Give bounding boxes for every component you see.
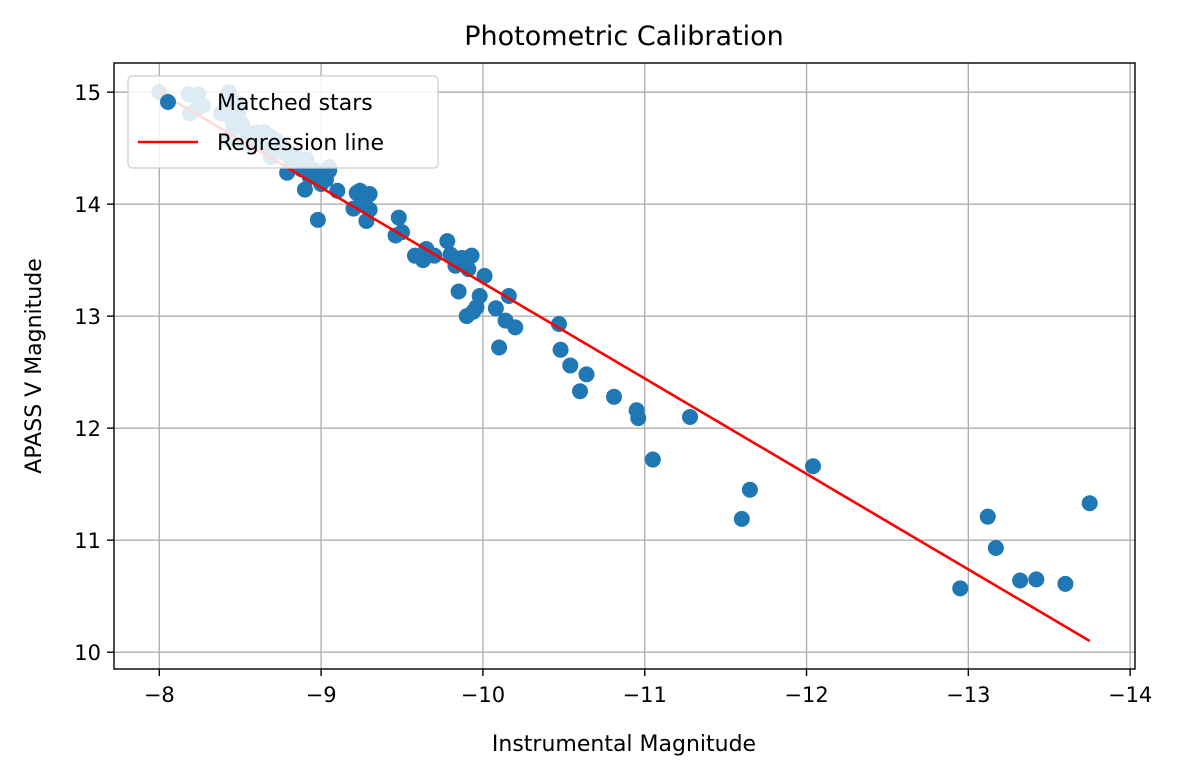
data-point (578, 366, 595, 383)
x-tick-label: −14 (1108, 683, 1152, 707)
data-point (733, 510, 750, 527)
data-point (1081, 495, 1098, 512)
data-point (572, 383, 589, 400)
data-point (463, 247, 480, 264)
y-tick-label: 12 (74, 417, 101, 441)
data-point (562, 357, 579, 374)
data-point (550, 315, 567, 332)
x-tick-label: −12 (784, 683, 828, 707)
data-point (361, 186, 378, 203)
legend-label-regression-line: Regression line (217, 131, 384, 156)
legend-marker-matched-stars (160, 94, 176, 110)
x-tick-label: −9 (306, 683, 337, 707)
data-point (1057, 575, 1074, 592)
regression-line (158, 91, 1091, 643)
plot-frame (113, 62, 1136, 670)
data-point (476, 267, 493, 284)
x-axis-label: Instrumental Magnitude (492, 732, 756, 757)
y-tick-label: 14 (74, 193, 101, 217)
data-point (644, 451, 661, 468)
data-point (552, 341, 569, 358)
x-tick-label: −13 (946, 683, 990, 707)
data-point (309, 211, 326, 228)
data-point (471, 287, 488, 304)
data-point (741, 481, 758, 498)
data-point (450, 283, 467, 300)
data-point (605, 388, 622, 405)
y-tick-label: 15 (74, 81, 101, 105)
x-tick-label: −10 (461, 683, 505, 707)
data-point (682, 408, 699, 425)
x-tick-label: −11 (623, 683, 667, 707)
grid (114, 63, 1135, 669)
data-point (491, 339, 508, 356)
x-tick-label: −8 (144, 683, 175, 707)
y-tick-label: 13 (74, 305, 101, 329)
data-point (394, 224, 411, 241)
data-point (1012, 572, 1029, 589)
legend-label-matched-stars: Matched stars (217, 91, 373, 116)
data-point (1028, 571, 1045, 588)
data-point (987, 540, 1004, 557)
data-point (805, 458, 822, 475)
x-axis: −8 −9 −10 −11 −12 −13 −14 (144, 669, 1152, 707)
y-axis: 10 11 12 13 14 15 (74, 81, 114, 665)
data-point (390, 209, 407, 226)
y-axis-label: APASS V Magnitude (22, 258, 47, 473)
data-point (487, 300, 504, 317)
legend-box (127, 75, 439, 169)
chart-title: Photometric Calibration (464, 21, 783, 52)
y-tick-label: 10 (74, 641, 101, 665)
data-point (507, 319, 524, 336)
data-point (439, 233, 456, 250)
data-point (979, 508, 996, 525)
data-point (630, 410, 647, 427)
y-tick-label: 11 (74, 529, 101, 553)
data-point (952, 580, 969, 597)
data-point (296, 181, 313, 198)
legend: Matched stars Regression line (127, 75, 439, 169)
